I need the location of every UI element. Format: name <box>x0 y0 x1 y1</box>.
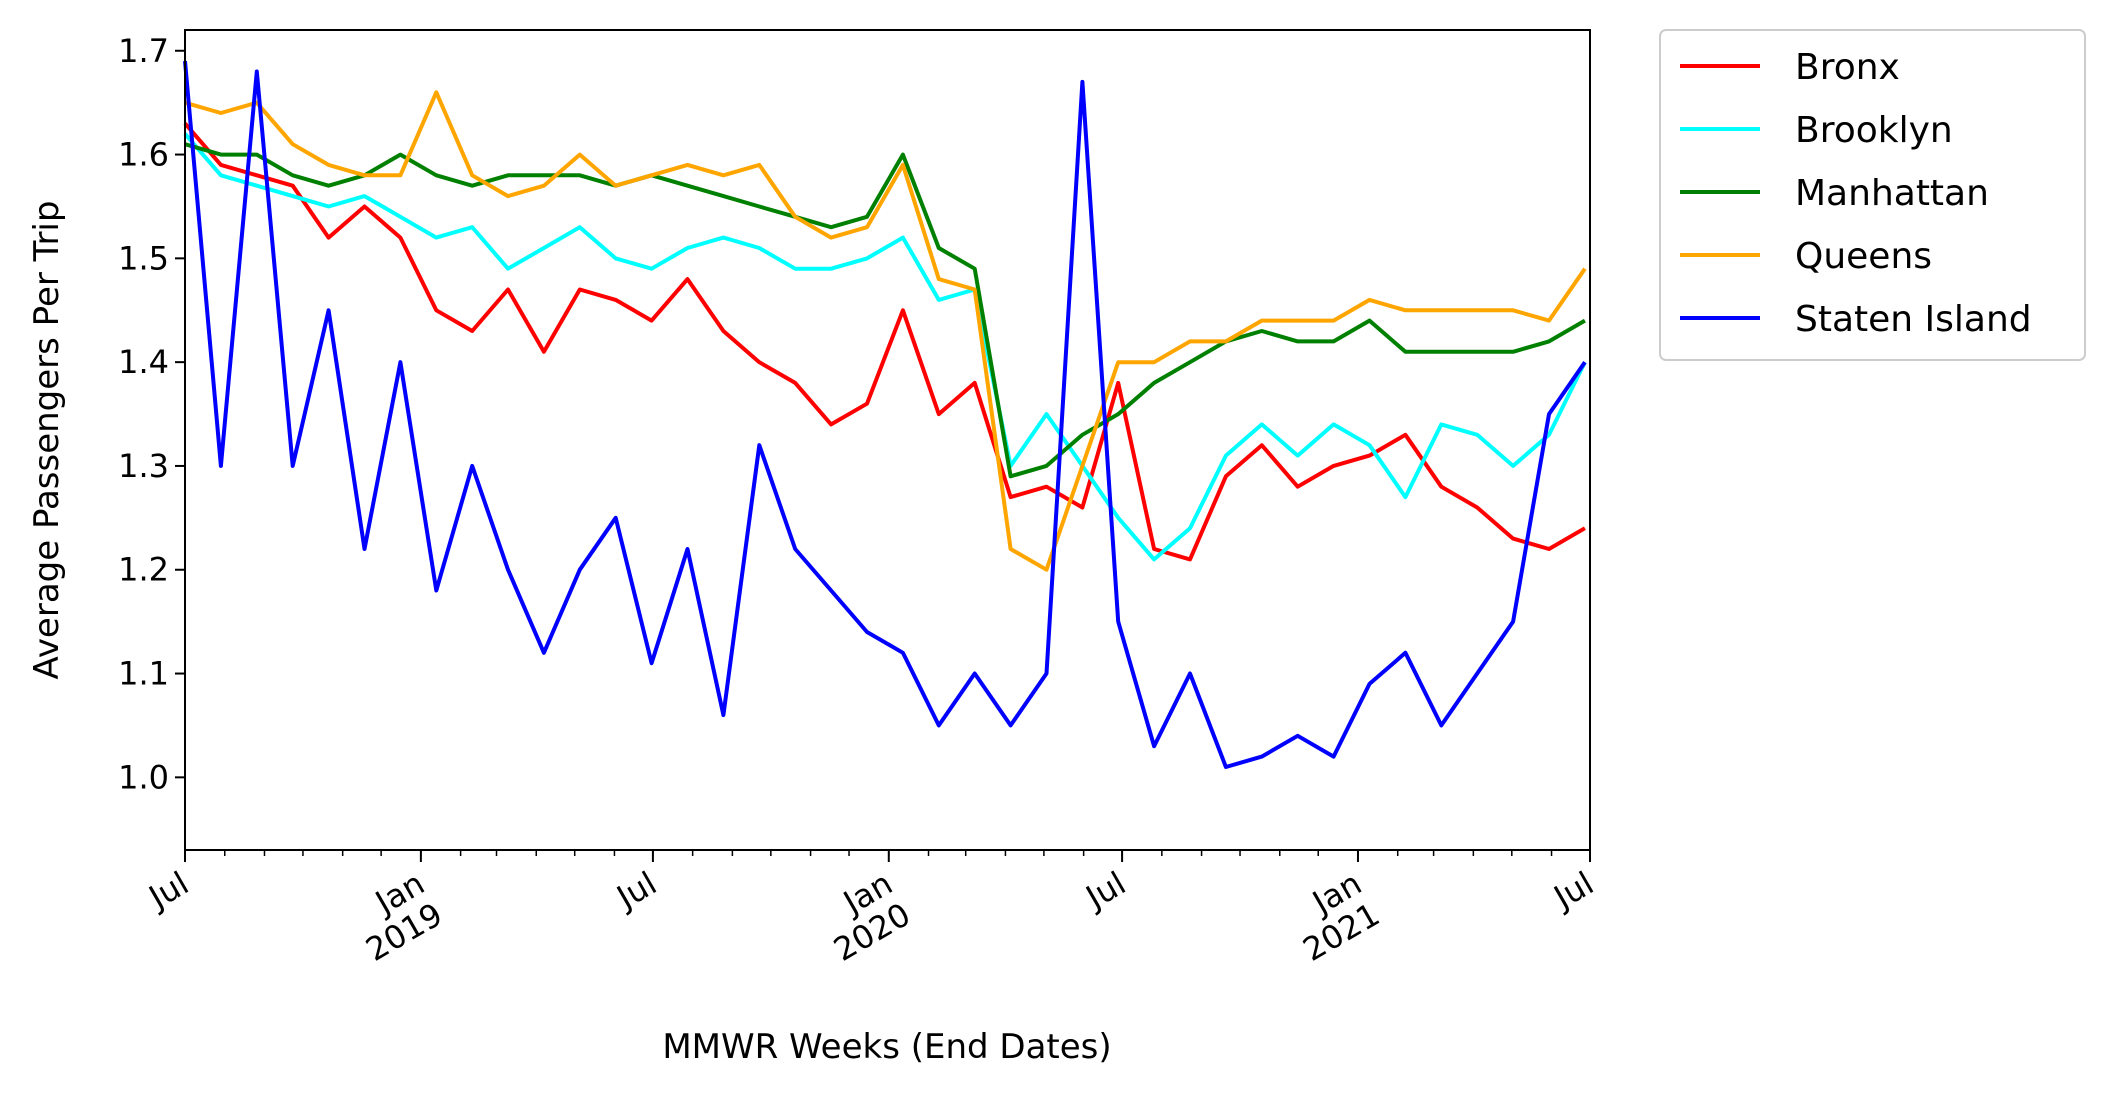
y-tick-label: 1.1 <box>118 655 169 693</box>
series-line-4 <box>183 60 1587 769</box>
x-tick-label: Jan2019 <box>341 864 449 969</box>
x-tick-label: Jul <box>1546 864 1600 917</box>
plot-area-frame <box>184 29 1591 851</box>
legend-box <box>1659 29 2086 361</box>
legend: Bronx Brooklyn Manhattan Queens Staten Islan… <box>1659 29 2086 361</box>
series-line-3 <box>184 90 1587 572</box>
x-tick-label: Jan2020 <box>809 864 917 969</box>
legend-label: Brooklyn <box>1795 110 1953 151</box>
x-tick-label: Jul <box>1078 864 1132 917</box>
series-line-0 <box>183 122 1586 562</box>
y-tick-label: 1.5 <box>118 239 169 277</box>
legend-label: Staten Island <box>1795 299 2032 340</box>
y-axis: 1.0 1.1 1.2 1.3 1.4 1.5 1.6 1.7 <box>118 32 185 796</box>
x-axis: Jul Jan2019 Jul Jan2020 Jul Jan2021 Jul <box>141 850 1600 969</box>
legend-label: Manhattan <box>1795 173 1989 214</box>
y-tick-label: 1.6 <box>118 136 169 174</box>
y-tick-label: 1.0 <box>118 758 169 796</box>
x-tick-label: Jul <box>609 864 663 917</box>
series-line-1 <box>183 132 1587 562</box>
y-tick-label: 1.2 <box>118 551 169 589</box>
x-tick-label: Jan2021 <box>1278 864 1386 969</box>
legend-label: Queens <box>1795 236 1932 277</box>
y-tick-label: 1.4 <box>118 343 169 381</box>
legend-label: Bronx <box>1795 47 1900 88</box>
x-tick-label: Jul <box>141 864 195 917</box>
series-line-2 <box>184 142 1586 479</box>
y-axis-label: Average Passengers Per Trip <box>27 201 67 680</box>
y-tick-label: 1.3 <box>118 447 169 485</box>
y-tick-label: 1.7 <box>118 32 169 70</box>
x-axis-label: MMWR Weeks (End Dates) <box>662 1027 1111 1067</box>
series-layer <box>183 60 1587 769</box>
